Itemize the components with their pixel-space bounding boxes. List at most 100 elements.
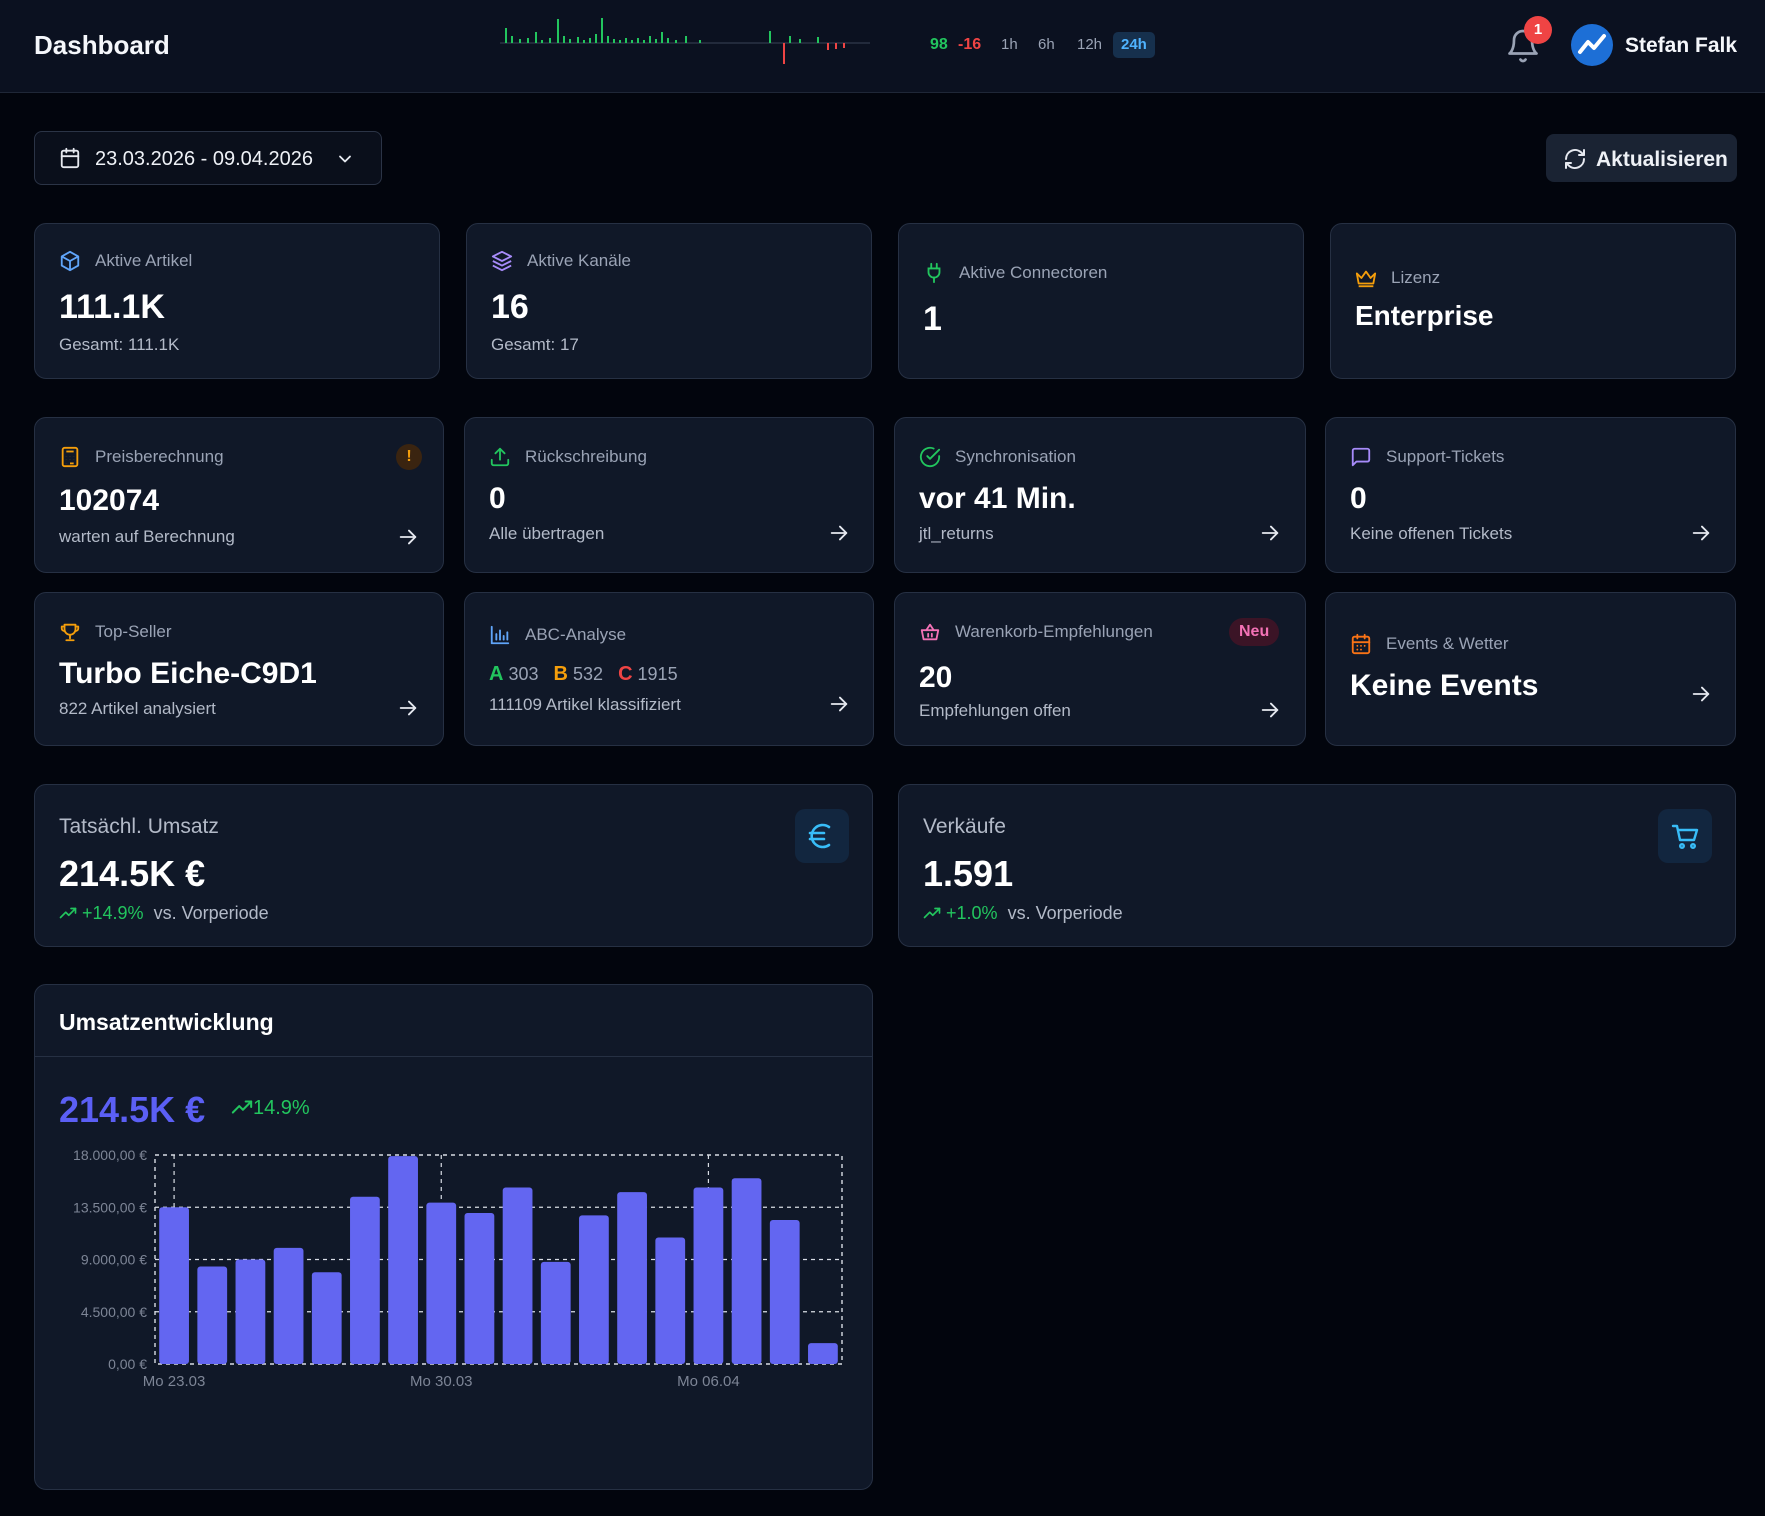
avatar[interactable]: [1571, 24, 1613, 66]
bar-04.04[interactable]: [617, 1192, 647, 1364]
range-1h-button[interactable]: 1h: [1001, 36, 1018, 53]
user-name[interactable]: Stefan Falk: [1625, 34, 1738, 57]
refresh-icon: [1565, 149, 1585, 169]
kpi-icon-box: [1658, 809, 1712, 863]
card-abc-analysis[interactable]: ABC-Analyse A 303 B 532 C 1915 111109 Ar…: [464, 592, 874, 746]
kpi-trend-caption: vs. Vorperiode: [153, 903, 269, 923]
abc-class-counts: A 303 B 532 C 1915: [489, 663, 688, 686]
y-tick-label: 9.000,00 €: [81, 1252, 147, 1268]
arrow-right-icon: [1261, 702, 1279, 718]
card-label: Events & Wetter: [1386, 634, 1509, 653]
card-writeback[interactable]: Rückschreibung 0 Alle übertragen: [464, 417, 874, 573]
range-6h-button[interactable]: 6h: [1038, 36, 1055, 53]
stat-decrease: -16: [958, 36, 982, 53]
class-b-label: B: [553, 663, 568, 685]
bar-chart-icon: [490, 625, 510, 645]
layers-icon: [491, 250, 513, 272]
card-basket-recommendations[interactable]: Warenkorb-Empfehlungen Neu 20 Empfehlung…: [894, 592, 1306, 746]
bar-09.04[interactable]: [808, 1343, 838, 1364]
range-24h-button[interactable]: 24h: [1113, 32, 1155, 58]
card-subtext: Empfehlungen offen: [919, 701, 1071, 720]
bar-02.04[interactable]: [540, 1261, 571, 1364]
refresh-button[interactable]: Aktualisieren: [1546, 134, 1737, 182]
card-subtext: 822 Artikel analysiert: [59, 699, 216, 718]
card-subtext: Keine offenen Tickets: [1350, 524, 1513, 543]
bar-06.04[interactable]: [693, 1187, 724, 1364]
bar-30.03[interactable]: [426, 1202, 457, 1364]
card-subtext: Gesamt: 111.1K: [59, 335, 180, 354]
activity-sparkline: [500, 18, 870, 64]
calendar-icon: [1351, 633, 1371, 655]
message-icon: [1351, 447, 1371, 467]
card-value: 1: [923, 300, 942, 338]
card-support-tickets[interactable]: Support-Tickets 0 Keine offenen Tickets: [1325, 417, 1736, 573]
arrow-right-icon: [1692, 525, 1710, 541]
y-tick-label: 18.000,00 €: [73, 1147, 147, 1163]
bar-27.03[interactable]: [311, 1272, 342, 1364]
bar-24.03[interactable]: [197, 1266, 228, 1364]
card-synchronisation[interactable]: Synchronisation vor 41 Min. jtl_returns: [894, 417, 1306, 573]
card-value: 16: [491, 288, 529, 326]
kpi-label: Verkäufe: [923, 815, 1006, 838]
kpi-card-revenue: Tatsächl. Umsatz 214.5K € +14.9% vs. Vorp…: [34, 784, 873, 947]
card-value: 0: [1350, 482, 1367, 515]
kpi-card-sales: Verkäufe 1.591 +1.0% vs. Vorperiode: [898, 784, 1736, 947]
bar-29.03[interactable]: [388, 1156, 418, 1364]
card-price-calculation[interactable]: Preisberechnung ! 102074 warten auf Bere…: [34, 417, 444, 573]
arrow-right-icon: [1692, 686, 1710, 702]
card-value: 111.1K: [59, 288, 165, 326]
kpi-value: 214.5K €: [59, 853, 206, 894]
card-top-seller[interactable]: Top-Seller Turbo Eiche-C9D1 822 Artikel …: [34, 592, 444, 746]
bar-23.03[interactable]: [159, 1207, 189, 1364]
card-label: Top-Seller: [95, 622, 172, 641]
card-label: Preisberechnung: [95, 447, 224, 466]
trending-up-icon: [923, 907, 941, 919]
kpi-trend-caption: vs. Vorperiode: [1007, 903, 1123, 923]
x-tick-label: Mo 30.03: [410, 1373, 473, 1390]
bar-05.04[interactable]: [655, 1237, 686, 1364]
chevron-down-icon: [339, 155, 351, 163]
card-active-articles: Aktive Artikel 111.1K Gesamt: 111.1K: [34, 223, 440, 379]
date-range-picker[interactable]: 23.03.2026 - 09.04.2026: [34, 131, 382, 185]
card-value: Enterprise: [1355, 300, 1494, 331]
bar-03.04[interactable]: [579, 1215, 609, 1364]
bar-07.04[interactable]: [731, 1178, 762, 1364]
warning-badge: !: [396, 444, 422, 470]
bar-25.03[interactable]: [235, 1259, 266, 1365]
card-value: 102074: [59, 484, 160, 517]
card-label: Warenkorb-Empfehlungen: [955, 622, 1153, 641]
bar-08.04[interactable]: [769, 1220, 800, 1364]
chart-title: Umsatzentwicklung: [59, 1009, 274, 1035]
kpi-label: Tatsächl. Umsatz: [59, 815, 219, 838]
plug-icon: [927, 262, 941, 284]
card-active-connectors: Aktive Connectoren 1: [898, 223, 1304, 379]
arrow-right-icon: [830, 525, 848, 541]
card-events-weather[interactable]: Events & Wetter Keine Events: [1325, 592, 1736, 746]
card-value: Keine Events: [1350, 669, 1539, 702]
card-subtext: Alle übertragen: [489, 524, 605, 543]
trending-up-icon: [59, 907, 77, 919]
kpi-value: 1.591: [923, 853, 1014, 894]
trending-up-icon: [231, 1100, 253, 1114]
bar-26.03[interactable]: [273, 1247, 304, 1364]
card-value: Turbo Eiche-C9D1: [59, 657, 317, 690]
bell-icon[interactable]: [1505, 28, 1541, 64]
calendar-icon: [60, 147, 80, 169]
check-circle-icon: [919, 446, 941, 468]
card-label: Support-Tickets: [1386, 447, 1505, 466]
card-active-channels: Aktive Kanäle 16 Gesamt: 17: [466, 223, 872, 379]
date-range-value: 23.03.2026 - 09.04.2026: [95, 148, 313, 170]
cart-icon: [1671, 824, 1699, 850]
kpi-trend-value: +1.0%: [946, 903, 998, 923]
bar-31.03[interactable]: [464, 1213, 495, 1364]
bar-01.04[interactable]: [502, 1187, 533, 1364]
card-subtext: Gesamt: 17: [491, 335, 579, 354]
bar-28.03[interactable]: [350, 1196, 380, 1364]
euro-icon: [808, 823, 831, 849]
range-12h-button[interactable]: 12h: [1077, 36, 1103, 53]
card-value: vor 41 Min.: [919, 482, 1076, 515]
card-value: 0: [489, 482, 506, 515]
card-label: Synchronisation: [955, 447, 1076, 466]
kpi-icon-box: [795, 809, 849, 863]
class-c-count: 1915: [637, 664, 678, 684]
